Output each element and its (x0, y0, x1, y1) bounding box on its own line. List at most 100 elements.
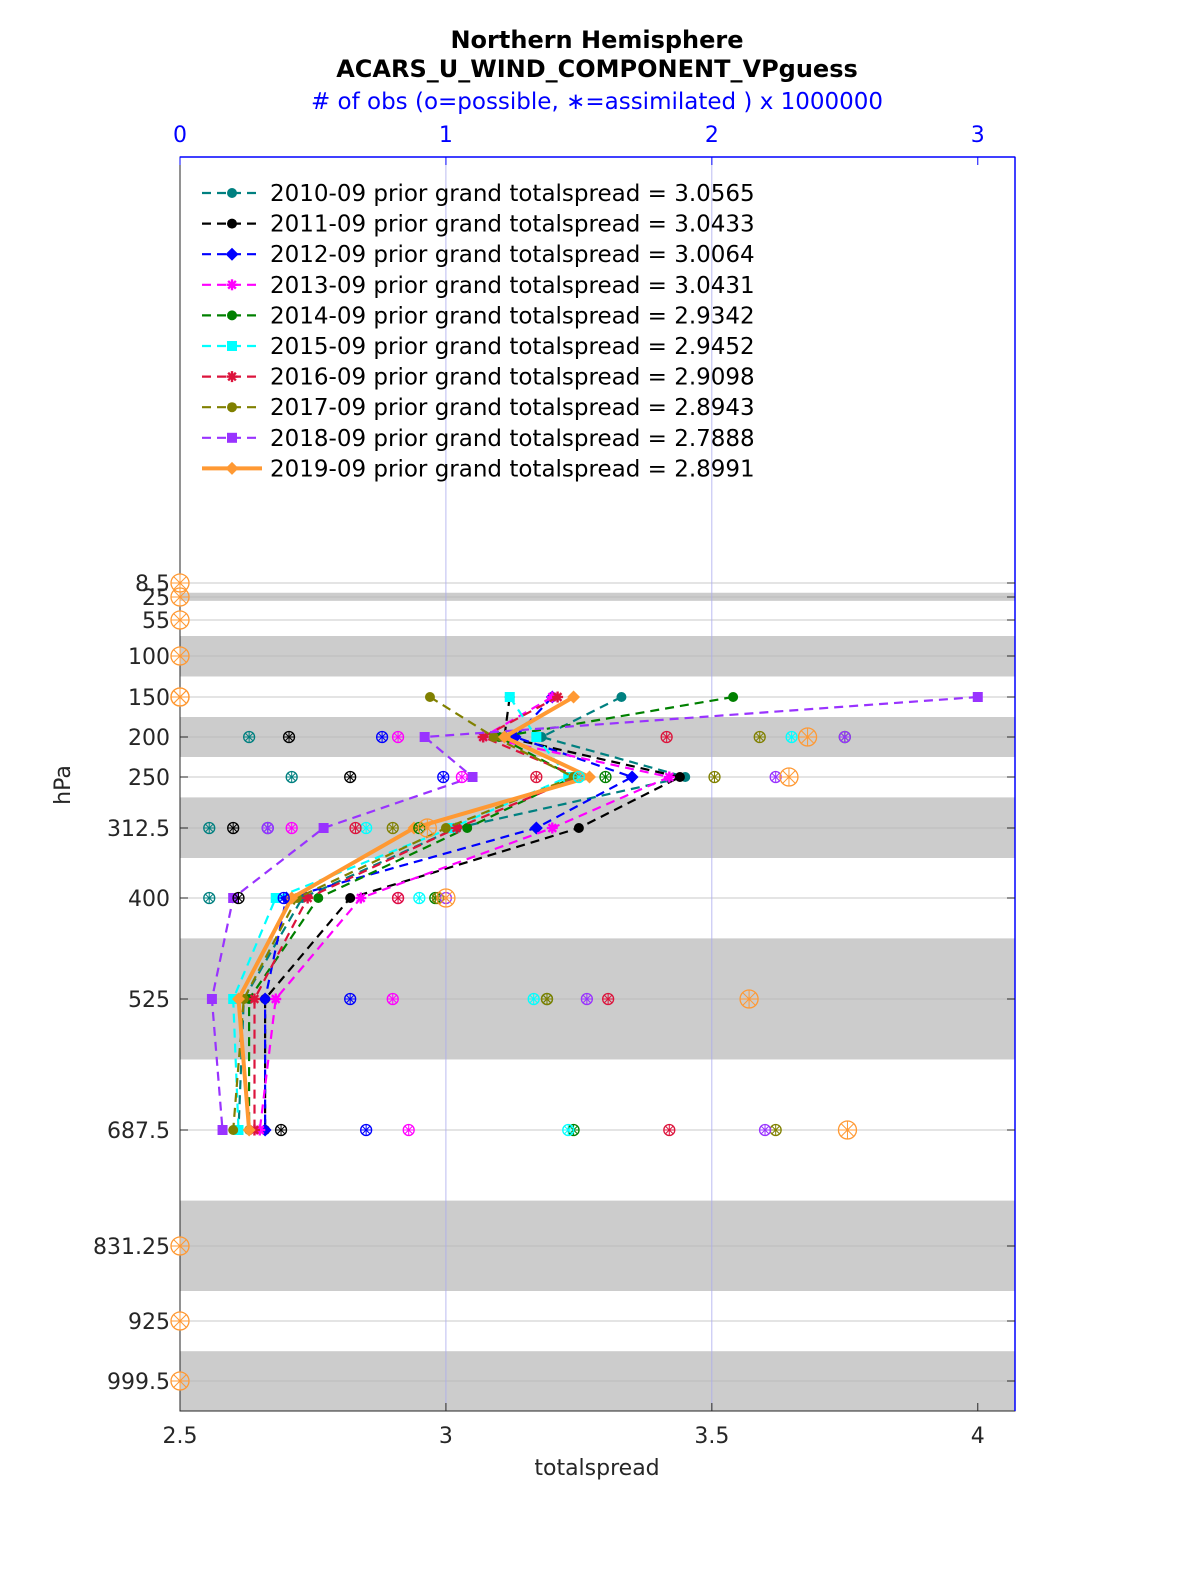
possible-obs-circle (455, 770, 469, 784)
chart-subtitle: ACARS_U_WIND_COMPONENT_VPguess (336, 55, 858, 83)
assimilated-obs-star (287, 772, 296, 782)
series-5 (244, 692, 739, 1135)
obs-marker (530, 770, 543, 784)
possible-obs-circle (277, 891, 290, 905)
shaded-layer-bands (180, 592, 1015, 1411)
obs-marker (769, 1123, 782, 1137)
possible-obs-circle (227, 821, 240, 835)
obs-marker (580, 992, 594, 1006)
legend-marker (227, 188, 237, 198)
data-point (318, 823, 329, 833)
series-line (258, 696, 673, 1131)
legend-marker (225, 247, 239, 261)
possible-obs-circle (375, 730, 389, 744)
data-point (567, 690, 581, 704)
assimilated-obs-star (787, 732, 796, 742)
legend-marker (227, 341, 237, 351)
y-tick-label: 250 (128, 766, 170, 791)
obs-marker (753, 730, 766, 744)
legend-marker (225, 461, 239, 475)
legend-label: 2016-09 prior grand totalspread = 2.9098 (270, 365, 755, 391)
assimilated-obs-star (457, 772, 466, 782)
y-tick-label: 312.5 (107, 817, 170, 842)
top-tick-label: 2 (705, 123, 719, 148)
possible-obs-circle (274, 1123, 288, 1137)
x-tick-label: 3 (439, 1424, 453, 1449)
possible-obs-circle (170, 587, 190, 607)
legend-entry: 2018-09 prior grand totalspread = 2.7888 (202, 426, 755, 452)
star-stroke (249, 994, 260, 1004)
data-point (313, 893, 324, 903)
obs-marker (227, 821, 240, 835)
star-stroke (227, 280, 237, 290)
data-point (563, 772, 574, 782)
obs-marker (282, 730, 296, 744)
obs-marker (527, 992, 540, 1006)
obs-marker (242, 730, 256, 744)
assimilated-obs-star (394, 732, 403, 742)
grid-lines (180, 157, 1015, 1411)
legend-marker (227, 432, 237, 443)
assimilated-obs-star (205, 893, 214, 903)
assimilated-obs-star (229, 823, 238, 833)
possible-obs-circle (580, 992, 594, 1006)
legend-entry: 2011-09 prior grand totalspread = 3.0433 (202, 212, 755, 238)
obs-marker (601, 992, 615, 1006)
legend-entry: 2019-09 prior grand totalspread = 2.8991 (202, 456, 755, 482)
assimilated-obs-star (173, 576, 187, 590)
obs-marker (203, 821, 216, 835)
obs-marker (572, 770, 586, 784)
data-point (419, 732, 430, 742)
data-point (232, 992, 246, 1006)
assimilated-obs-star (532, 772, 541, 782)
data-point (546, 822, 558, 834)
y-tick-label: 831.25 (93, 1235, 170, 1260)
top-tick-label: 3 (971, 123, 985, 148)
possible-obs-circle (203, 891, 216, 905)
assimilated-obs-star (439, 772, 448, 782)
possible-obs-circle (417, 818, 437, 838)
obs-marker (540, 992, 554, 1006)
data-point (233, 1125, 244, 1135)
data-point (674, 772, 685, 782)
obs-marker (739, 989, 759, 1009)
data-point (552, 691, 564, 703)
data-point (206, 994, 217, 1004)
possible-obs-circle (344, 770, 357, 784)
top-tick-label: 0 (173, 123, 187, 148)
legend-entry: 2012-09 prior grand totalspread = 3.0064 (202, 242, 755, 268)
possible-obs-circle (758, 1123, 772, 1137)
x-tick-label: 3.5 (694, 1424, 729, 1449)
y-tick-label: 925 (128, 1310, 170, 1335)
obs-marker (708, 770, 721, 784)
possible-obs-circle (562, 1123, 575, 1137)
series-4 (254, 691, 675, 1136)
obs-marker (455, 770, 469, 784)
legend-label: 2013-09 prior grand totalspread = 3.0431 (270, 273, 755, 299)
possible-obs-circle (386, 821, 399, 835)
assimilated-obs-star (285, 732, 294, 742)
assimilated-obs-star (542, 994, 551, 1004)
obs-marker (344, 992, 357, 1006)
obs-marker (170, 646, 190, 666)
obs-marker (170, 587, 190, 607)
obs-marker (232, 891, 245, 905)
legend-entry: 2015-09 prior grand totalspread = 2.9452 (202, 334, 755, 360)
possible-obs-circle (170, 687, 190, 707)
legend-label: 2012-09 prior grand totalspread = 3.0064 (270, 242, 755, 268)
data-point (625, 770, 639, 784)
assimilated-obs-star (564, 1125, 573, 1135)
star-stroke (271, 994, 281, 1004)
possible-obs-circle (344, 992, 357, 1006)
possible-obs-circle (527, 992, 540, 1006)
data-point (488, 732, 499, 742)
data-point (573, 823, 584, 833)
series-line (264, 696, 635, 1130)
legend-marker (227, 310, 237, 321)
possible-obs-circle (708, 770, 721, 784)
obs-marker (837, 1120, 858, 1140)
data-point (462, 823, 473, 833)
obs-marker (170, 1236, 190, 1256)
y-tick-label: 100 (128, 645, 170, 670)
data-point (531, 732, 542, 742)
